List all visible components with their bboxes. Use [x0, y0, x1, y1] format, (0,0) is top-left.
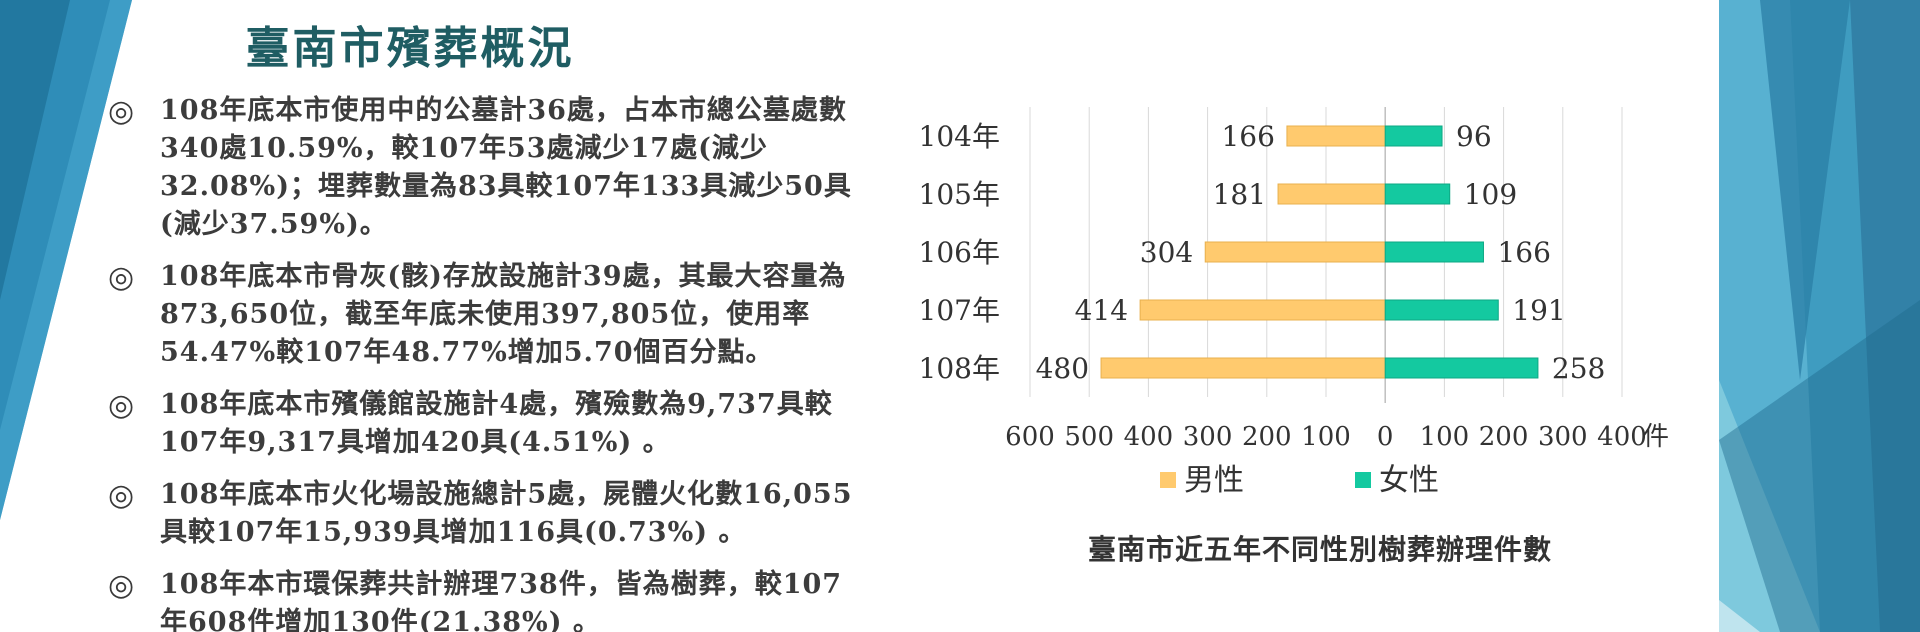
bullet-item: ◎ 108年本市環保葬共計辦理738件，皆為樹葬，較107年608件增加130件…: [108, 566, 868, 632]
bullet-item: ◎ 108年底本市火化場設施總計5處，屍體火化數16,055具較107年15,9…: [108, 476, 868, 552]
data-label-female: 258: [1552, 352, 1605, 385]
category-label: 105年: [919, 178, 1000, 211]
data-label-female: 96: [1456, 120, 1492, 153]
right-decoration: [1719, 0, 1920, 632]
x-tick-label: 300: [1538, 422, 1588, 452]
bullet-list: ◎ 108年底本市使用中的公墓計36處，占本市總公墓處數340處10.59%，較…: [108, 92, 868, 632]
bar-male: [1139, 299, 1386, 321]
legend-swatch-male: [1160, 472, 1176, 488]
x-tick-label: 300: [1183, 422, 1233, 452]
bullet-mark-icon: ◎: [108, 260, 135, 295]
bullet-item: ◎ 108年底本市使用中的公墓計36處，占本市總公墓處數340處10.59%，較…: [108, 92, 868, 244]
bullet-text: 108年底本市骨灰(骸)存放設施計39處，其最大容量為873,650位，截至年底…: [160, 261, 847, 368]
page-title: 臺南市殯葬概況: [245, 23, 575, 74]
butterfly-bar-chart: 104年 166 96 105年 181 109 106年 304 166 107年 414 191 1…: [919, 107, 1669, 498]
data-label-male: 181: [1213, 178, 1266, 211]
bar-female: [1384, 241, 1484, 263]
data-label-male: 414: [1075, 294, 1128, 327]
bullet-text: 108年本市環保葬共計辦理738件，皆為樹葬，較107年608件增加130件(2…: [160, 569, 843, 632]
bullet-item: ◎ 108年底本市殯儀館設施計4處，殯殮數為9,737具較107年9,317具增…: [108, 386, 868, 462]
x-tick-label: 400: [1124, 422, 1174, 452]
x-tick-label: 500: [1064, 422, 1114, 452]
chart-title: 臺南市近五年不同性別樹葬辦理件數: [1087, 533, 1552, 566]
legend-label-male: 男性: [1184, 463, 1244, 498]
x-tick-label: 200: [1242, 422, 1292, 452]
bar-male: [1277, 183, 1386, 205]
category-label: 106年: [919, 236, 1000, 269]
data-label-female: 166: [1497, 236, 1550, 269]
x-unit-label: 件: [1643, 422, 1669, 452]
bar-male: [1204, 241, 1386, 263]
category-label: 104年: [919, 120, 1000, 153]
data-label-female: 109: [1464, 178, 1517, 211]
data-label-male: 304: [1140, 236, 1193, 269]
bar-female: [1384, 125, 1443, 147]
bullet-mark-icon: ◎: [108, 568, 135, 603]
bullet-mark-icon: ◎: [108, 94, 135, 129]
bullet-text: 108年底本市火化場設施總計5處，屍體火化數16,055具較107年15,939…: [160, 479, 853, 548]
category-label: 108年: [919, 352, 1000, 385]
x-tick-label: 100: [1420, 422, 1470, 452]
bar-female: [1384, 357, 1539, 379]
x-tick-label: 200: [1479, 422, 1529, 452]
legend-swatch-female: [1355, 472, 1371, 488]
bullet-text: 108年底本市使用中的公墓計36處，占本市總公墓處數340處10.59%，較10…: [160, 95, 852, 240]
x-tick-label: 400: [1597, 422, 1647, 452]
bar-female: [1384, 183, 1451, 205]
bullet-mark-icon: ◎: [108, 388, 135, 423]
left-decoration: [0, 0, 132, 520]
bar-male: [1286, 125, 1386, 147]
x-tick-label: 0: [1377, 422, 1394, 452]
legend-label-female: 女性: [1379, 463, 1439, 498]
data-label-male: 166: [1221, 120, 1274, 153]
data-label-male: 480: [1036, 352, 1089, 385]
bullet-item: ◎ 108年底本市骨灰(骸)存放設施計39處，其最大容量為873,650位，截至…: [108, 258, 868, 372]
bar-male: [1100, 357, 1386, 379]
bullet-text: 108年底本市殯儀館設施計4處，殯殮數為9,737具較107年9,317具增加4…: [160, 389, 833, 458]
data-label-female: 191: [1512, 294, 1565, 327]
bar-female: [1384, 299, 1499, 321]
x-tick-label: 600: [1005, 422, 1055, 452]
bullet-mark-icon: ◎: [108, 478, 135, 513]
x-tick-label: 100: [1301, 422, 1351, 452]
category-label: 107年: [919, 294, 1000, 327]
